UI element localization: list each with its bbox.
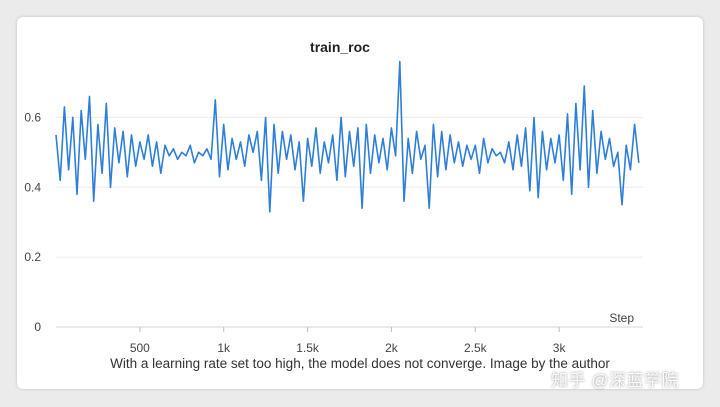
x-tick-label: 3k (553, 341, 567, 355)
y-tick-label: 0 (34, 320, 41, 334)
chart-title: train_roc (310, 39, 370, 55)
y-tick-label: 0.4 (24, 180, 41, 194)
x-tick-label: 1k (217, 341, 231, 355)
y-tick-label: 0.2 (24, 250, 41, 264)
watermark: 知乎 @深蓝学院 (551, 371, 679, 390)
y-tick-label: 0.6 (24, 110, 41, 124)
x-tick-label: 2k (385, 341, 399, 355)
x-tick-label: 2.5k (464, 341, 488, 355)
x-axis-label: Step (609, 311, 634, 325)
grid (56, 116, 643, 328)
x-tick-label: 500 (130, 341, 150, 355)
series-line (55, 60, 640, 213)
axes: 0 0.2 0.4 0.6 500 1k 1.5k 2k 2.5k 3k (24, 110, 566, 355)
x-tick-label: 1.5k (296, 341, 320, 355)
figure-caption: With a learning rate set too high, the m… (110, 356, 610, 371)
